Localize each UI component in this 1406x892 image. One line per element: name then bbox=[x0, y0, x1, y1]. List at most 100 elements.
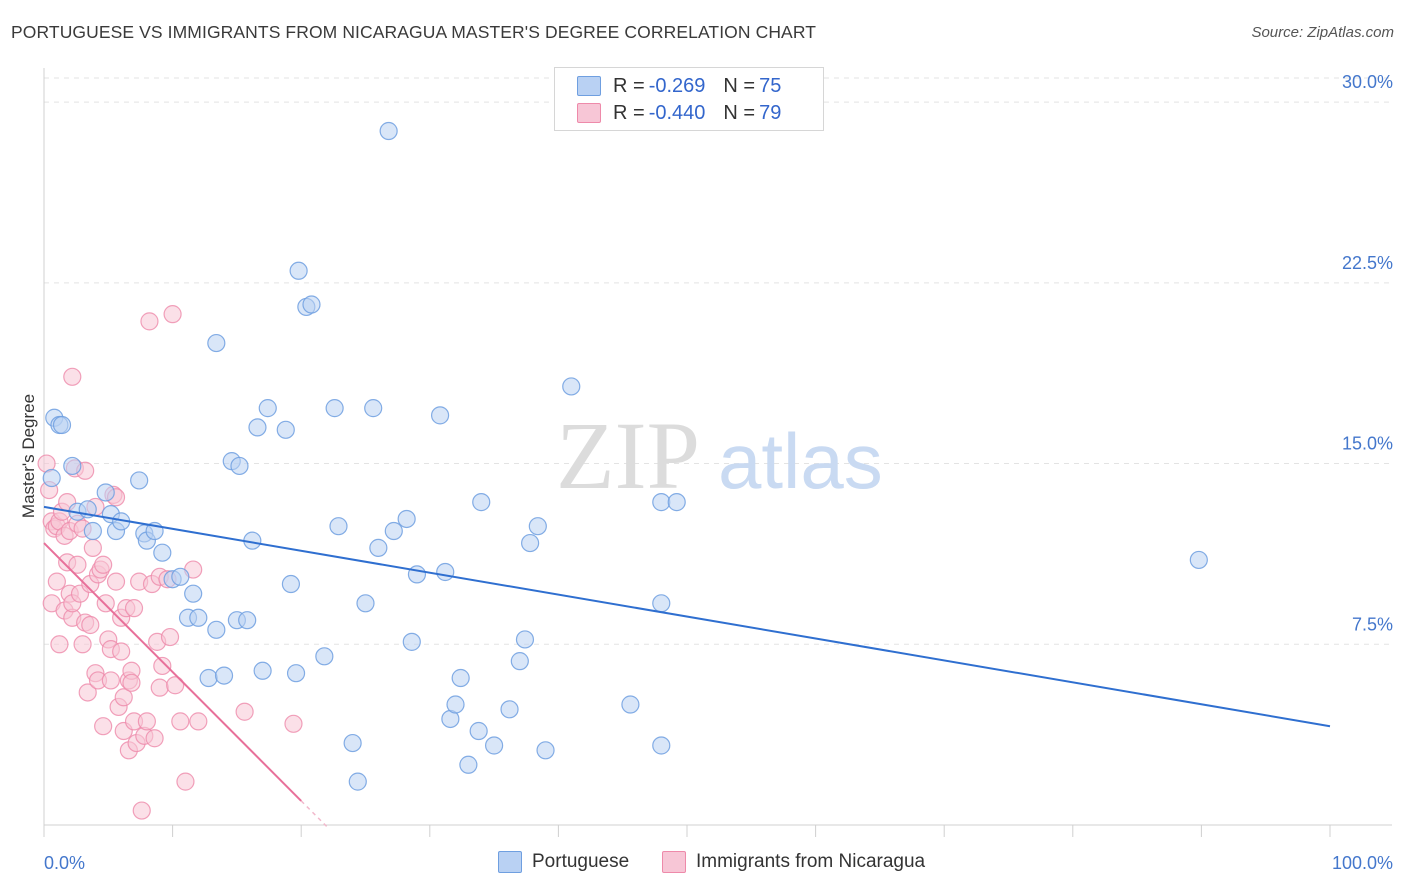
point-portuguese bbox=[63, 456, 82, 476]
point-nicaragua bbox=[171, 712, 190, 731]
point-portuguese bbox=[369, 538, 388, 557]
bottom-legend-portuguese: Portuguese bbox=[498, 851, 629, 873]
point-portuguese bbox=[485, 736, 504, 755]
y-tick-label: 30.0% bbox=[1342, 72, 1393, 92]
point-portuguese bbox=[207, 333, 226, 353]
point-portuguese bbox=[325, 399, 344, 418]
legend-n-value: 79 bbox=[759, 101, 782, 124]
point-portuguese bbox=[184, 584, 203, 603]
point-nicaragua bbox=[140, 312, 159, 331]
y-axis-label: Master's Degree bbox=[19, 394, 38, 518]
point-portuguese bbox=[521, 533, 540, 553]
point-nicaragua bbox=[114, 688, 133, 707]
legend-n-label: N = bbox=[723, 74, 756, 97]
point-nicaragua bbox=[78, 683, 97, 702]
point-portuguese bbox=[214, 666, 234, 685]
trend-line-nicaragua-extension bbox=[300, 800, 331, 830]
point-nicaragua bbox=[145, 729, 164, 748]
point-nicaragua bbox=[94, 717, 113, 736]
bottom-legend-nicaragua: Immigrants from Nicaragua bbox=[662, 851, 925, 873]
point-portuguese bbox=[258, 399, 277, 418]
watermark: ZIP atlas bbox=[556, 402, 883, 509]
point-portuguese bbox=[459, 755, 478, 774]
point-portuguese bbox=[315, 647, 334, 666]
y-tick-label: 15.0% bbox=[1342, 434, 1393, 454]
legend-r-label: R = bbox=[613, 101, 645, 124]
point-portuguese bbox=[83, 521, 102, 541]
point-nicaragua bbox=[284, 714, 303, 733]
point-portuguese bbox=[402, 632, 421, 651]
legend-r-label: R = bbox=[613, 74, 645, 97]
legend-row-nicaragua: R = -0.440 N = 79 bbox=[577, 100, 785, 126]
point-portuguese bbox=[171, 567, 190, 586]
point-portuguese bbox=[652, 736, 671, 755]
point-portuguese bbox=[536, 741, 555, 760]
point-portuguese bbox=[199, 668, 218, 688]
point-portuguese bbox=[384, 521, 403, 541]
point-portuguese bbox=[621, 695, 640, 714]
legend-r-value: -0.440 bbox=[648, 101, 706, 124]
point-portuguese bbox=[562, 377, 581, 396]
point-nicaragua bbox=[132, 801, 151, 820]
point-nicaragua bbox=[150, 678, 169, 697]
point-nicaragua bbox=[137, 712, 156, 731]
point-nicaragua bbox=[101, 671, 120, 690]
point-portuguese bbox=[348, 772, 367, 791]
point-portuguese bbox=[329, 517, 348, 536]
point-nicaragua bbox=[112, 642, 131, 661]
point-portuguese bbox=[500, 700, 519, 719]
series-portuguese-points bbox=[42, 121, 1208, 791]
point-nicaragua bbox=[153, 656, 172, 676]
point-portuguese bbox=[343, 733, 362, 753]
point-nicaragua bbox=[83, 538, 102, 557]
point-portuguese bbox=[436, 562, 455, 582]
point-portuguese bbox=[430, 406, 450, 425]
point-nicaragua bbox=[106, 572, 126, 591]
axes bbox=[43, 68, 1392, 837]
legend-n-label: N = bbox=[723, 101, 756, 124]
point-nicaragua bbox=[47, 572, 66, 591]
point-portuguese bbox=[189, 608, 208, 627]
point-nicaragua bbox=[163, 305, 182, 324]
point-nicaragua bbox=[96, 594, 115, 613]
x-tick-label: 100.0% bbox=[1332, 853, 1393, 873]
point-portuguese bbox=[469, 721, 488, 741]
point-portuguese bbox=[667, 493, 686, 512]
point-nicaragua bbox=[235, 702, 254, 721]
point-portuguese bbox=[302, 295, 321, 314]
legend-n-value: 75 bbox=[759, 74, 782, 97]
point-nicaragua bbox=[68, 555, 87, 574]
point-portuguese bbox=[515, 630, 535, 649]
point-nicaragua bbox=[122, 673, 141, 692]
point-portuguese bbox=[510, 652, 529, 671]
y-tick-label: 7.5% bbox=[1352, 614, 1393, 634]
point-nicaragua bbox=[81, 615, 100, 635]
point-portuguese bbox=[652, 594, 671, 613]
point-portuguese bbox=[130, 471, 149, 490]
point-portuguese bbox=[248, 418, 267, 437]
point-nicaragua bbox=[50, 635, 69, 654]
point-nicaragua bbox=[176, 772, 195, 791]
point-portuguese bbox=[364, 399, 383, 418]
point-portuguese bbox=[652, 493, 671, 512]
x-tick-label: 0.0% bbox=[44, 853, 85, 873]
bottom-legend-label: Portuguese bbox=[532, 851, 630, 872]
point-portuguese bbox=[472, 493, 491, 512]
point-portuguese bbox=[397, 509, 416, 529]
point-portuguese bbox=[42, 468, 61, 488]
point-portuguese bbox=[407, 565, 427, 584]
point-portuguese bbox=[286, 664, 306, 683]
series-nicaragua-points bbox=[37, 305, 303, 820]
legend-swatch-nicaragua bbox=[577, 103, 601, 123]
point-portuguese bbox=[446, 695, 465, 714]
point-portuguese bbox=[281, 574, 301, 594]
point-portuguese bbox=[379, 121, 398, 141]
trend-lines bbox=[43, 505, 1331, 830]
legend-r-value: -0.269 bbox=[648, 74, 706, 97]
tick-labels: 7.5% 15.0% 22.5% 30.0% 0.0% 100.0% bbox=[44, 72, 1393, 873]
point-portuguese bbox=[238, 611, 257, 630]
point-portuguese bbox=[96, 483, 115, 502]
point-nicaragua bbox=[160, 627, 180, 647]
point-nicaragua bbox=[166, 676, 185, 695]
